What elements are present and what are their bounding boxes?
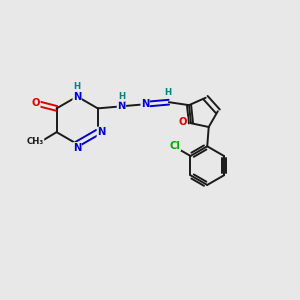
Text: O: O	[32, 98, 40, 108]
Text: H: H	[165, 88, 172, 97]
Text: N: N	[73, 92, 81, 101]
Text: H: H	[118, 92, 125, 101]
Text: N: N	[117, 101, 126, 111]
Text: Cl: Cl	[169, 141, 181, 151]
Text: N: N	[141, 99, 149, 109]
Text: O: O	[178, 117, 187, 127]
Text: N: N	[73, 142, 81, 153]
Text: N: N	[97, 127, 106, 137]
Text: CH₃: CH₃	[27, 137, 44, 146]
Text: H: H	[73, 82, 80, 91]
